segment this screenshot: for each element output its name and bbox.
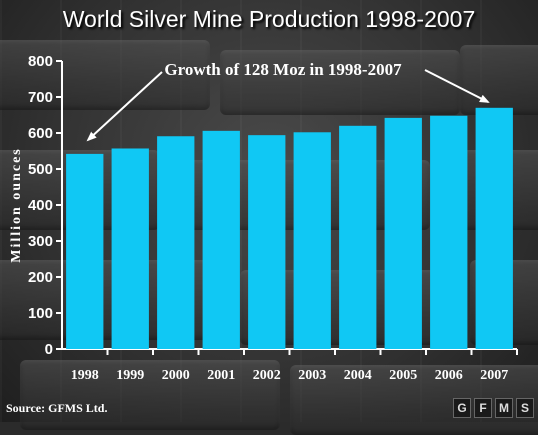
x-tick-label: 2003	[298, 368, 326, 383]
bar-2006	[430, 115, 468, 349]
x-tick-label: 2005	[389, 368, 417, 383]
bar-2007	[475, 107, 513, 349]
x-tick-label: 2000	[162, 368, 190, 383]
bar-2003	[293, 132, 331, 349]
bar-2000	[157, 136, 195, 349]
x-tick-label: 2007	[480, 368, 508, 383]
logo-letter: G	[453, 398, 471, 418]
growth-annotation: Growth of 128 Moz in 1998-2007	[164, 60, 402, 79]
bar-1998	[66, 153, 104, 349]
bar-2005	[384, 117, 422, 349]
bar-2001	[202, 130, 240, 349]
y-tick-label: 800	[28, 53, 53, 70]
logo-letter: M	[495, 398, 513, 418]
bar-1999	[111, 148, 149, 349]
x-tick-label: 2006	[435, 368, 463, 383]
x-tick-label: 2004	[344, 368, 372, 383]
x-tick-label: 2001	[207, 368, 235, 383]
y-tick-label: 500	[28, 161, 53, 178]
annotation-arrow-right	[424, 69, 490, 103]
y-tick-label: 600	[28, 125, 53, 142]
y-tick-label: 700	[28, 89, 53, 106]
y-axis-title: Million ounces	[9, 147, 24, 263]
y-tick-label: 100	[28, 305, 53, 322]
y-tick-label: 0	[45, 341, 53, 358]
y-tick-label: 400	[28, 197, 53, 214]
chart-title: World Silver Mine Production 1998-2007	[62, 6, 476, 32]
x-tick-label: 1998	[71, 368, 99, 383]
source-note: Source: GFMS Ltd.	[6, 401, 108, 415]
logo-letter: S	[516, 398, 534, 418]
bar-chart: 0 100 200 300 400 500 600 700 800 1998 1999 2000 200…	[9, 53, 518, 383]
y-tick-label: 200	[28, 269, 53, 286]
x-tick-label: 1999	[116, 368, 144, 383]
y-tick-label: 300	[28, 233, 53, 250]
bar-2004	[339, 125, 377, 349]
annotation-arrow-left	[86, 71, 163, 142]
logo-letter: F	[474, 398, 492, 418]
bar-2002	[248, 135, 286, 349]
x-tick-label: 2002	[253, 368, 281, 383]
